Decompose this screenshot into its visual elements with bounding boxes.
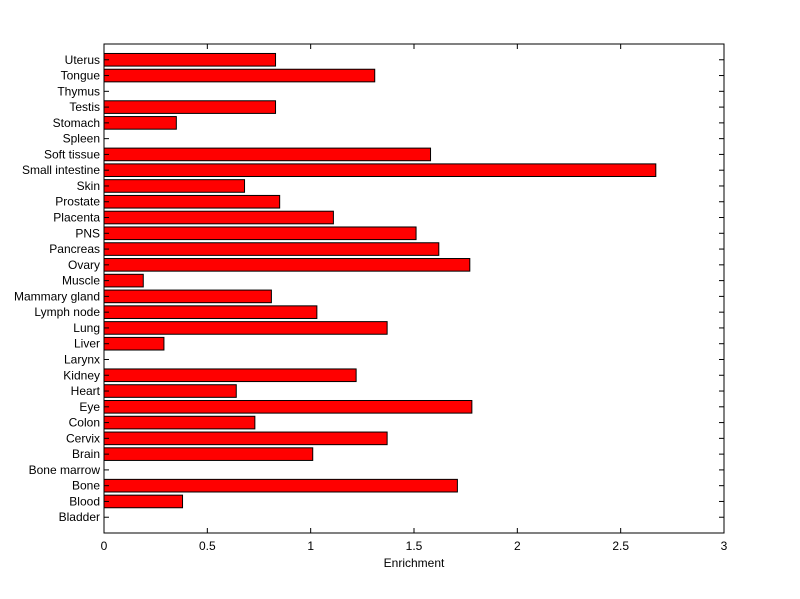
y-tick-label: Testis xyxy=(69,100,100,114)
x-tick-label: 3 xyxy=(721,539,728,553)
bar xyxy=(103,289,272,304)
bar xyxy=(103,242,440,256)
bar xyxy=(103,368,357,383)
y-tick-label: Cervix xyxy=(66,431,100,445)
y-tick-label: Kidney xyxy=(63,368,100,382)
y-tick-label: Blood xyxy=(69,494,100,508)
bar xyxy=(103,384,237,398)
y-tick-label: Small intestine xyxy=(22,163,100,177)
y-tick-label: Bone marrow xyxy=(29,463,101,477)
bar xyxy=(103,431,388,446)
bar xyxy=(103,478,458,493)
bar xyxy=(103,179,246,193)
bar xyxy=(103,68,376,83)
bar xyxy=(103,399,473,414)
y-tick-label: Brain xyxy=(72,447,100,461)
y-tick-label: Spleen xyxy=(63,132,100,146)
y-tick-label: Thymus xyxy=(57,84,100,98)
y-tick-label: Placenta xyxy=(53,211,100,225)
y-tick-label: Stomach xyxy=(53,116,100,130)
y-tick-label: Tongue xyxy=(61,69,101,83)
x-tick-label: 1 xyxy=(307,539,314,553)
bar xyxy=(103,415,256,430)
x-tick-label: 2.5 xyxy=(612,539,629,553)
y-tick-label: Heart xyxy=(71,384,101,398)
x-tick-label: 2 xyxy=(514,539,521,553)
y-tick-label: Muscle xyxy=(62,274,100,288)
y-tick-label: Skin xyxy=(77,179,100,193)
bar xyxy=(103,100,277,114)
bar xyxy=(103,258,471,272)
bar xyxy=(103,116,177,130)
y-tick-label: Lung xyxy=(73,321,100,335)
y-tick-label: Ovary xyxy=(68,258,100,272)
x-tick-label: 1.5 xyxy=(406,539,423,553)
bar xyxy=(103,447,314,461)
y-tick-label: Pancreas xyxy=(49,242,100,256)
bar xyxy=(103,273,144,288)
y-tick-label: Soft tissue xyxy=(44,147,100,161)
bars-group xyxy=(103,52,657,509)
bar xyxy=(103,163,657,178)
y-tick-label: Larynx xyxy=(64,352,100,366)
y-tick-label: Mammary gland xyxy=(14,289,100,303)
bar xyxy=(103,226,417,241)
x-tick-label: 0 xyxy=(101,539,108,553)
y-tick-label: Bladder xyxy=(59,510,100,524)
bar xyxy=(103,336,165,351)
bar xyxy=(103,321,388,335)
bar xyxy=(103,194,281,209)
x-axis: 0 0.5 1 1.5 2 2.5 3 xyxy=(101,44,728,553)
y-tick-label: Liver xyxy=(74,337,100,351)
y-tick-label: Colon xyxy=(69,416,100,430)
y-tick-label: Uterus xyxy=(65,53,100,67)
bar xyxy=(103,494,184,509)
y-tick-label: Bone xyxy=(72,479,100,493)
bar xyxy=(103,305,318,319)
y-tick-label: Prostate xyxy=(55,195,100,209)
y-tick-label: Lymph node xyxy=(34,305,100,319)
x-tick-label: 0.5 xyxy=(199,539,216,553)
x-axis-label: Enrichment xyxy=(384,556,445,570)
bar xyxy=(103,147,432,162)
bar xyxy=(103,52,277,67)
y-tick-label: Eye xyxy=(79,400,100,414)
y-tick-label: PNS xyxy=(75,226,100,240)
bar xyxy=(103,210,334,225)
